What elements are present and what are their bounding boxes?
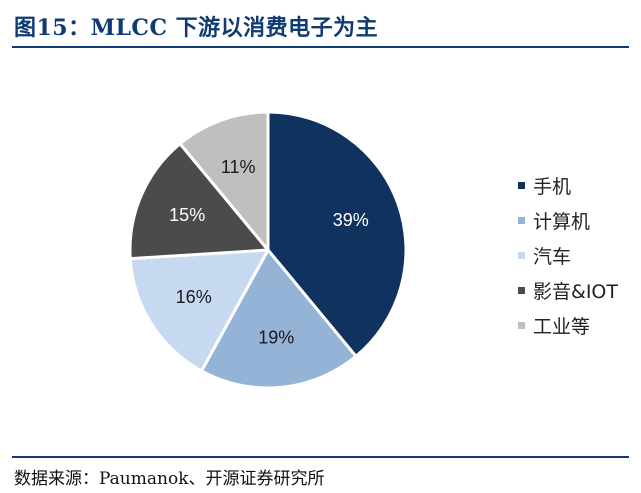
legend-swatch-1	[518, 217, 525, 224]
legend-swatch-2	[518, 252, 525, 259]
figure-source: 数据来源：Paumanok、开源证券研究所	[14, 469, 325, 489]
legend-swatch-0	[518, 182, 525, 189]
figure-title: 图15：MLCC 下游以消费电子为主	[14, 15, 379, 41]
slice-label-1: 19%	[258, 328, 294, 348]
legend-item-3: 影音&IOT	[518, 273, 618, 308]
slice-label-0: 39%	[333, 210, 369, 230]
pie-slice-4	[178, 110, 270, 252]
pie-slice-2	[128, 248, 270, 373]
legend-swatch-3	[518, 287, 525, 294]
pie-slice-3	[128, 142, 270, 261]
pie-slice-1	[200, 248, 358, 390]
slice-label-4: 11%	[221, 157, 256, 177]
legend-swatch-4	[518, 322, 525, 329]
legend-item-4: 工业等	[518, 308, 618, 343]
chart-legend: 手机计算机汽车影音&IOT 工业等	[518, 168, 618, 343]
source-rule	[12, 456, 629, 458]
legend-item-2: 汽车	[518, 238, 618, 273]
legend-label-0: 手机	[533, 176, 572, 198]
legend-label-2: 汽车	[533, 246, 572, 268]
slice-label-3: 15%	[169, 205, 205, 225]
legend-label-3: 影音&IOT	[533, 281, 618, 303]
legend-item-0: 手机	[518, 168, 618, 203]
title-rule	[12, 46, 629, 48]
slice-label-2: 16%	[176, 287, 212, 307]
legend-item-1: 计算机	[518, 203, 618, 238]
legend-label-4: 工业等	[533, 316, 591, 338]
pie-slice-0	[266, 110, 408, 358]
legend-label-1: 计算机	[533, 211, 591, 233]
